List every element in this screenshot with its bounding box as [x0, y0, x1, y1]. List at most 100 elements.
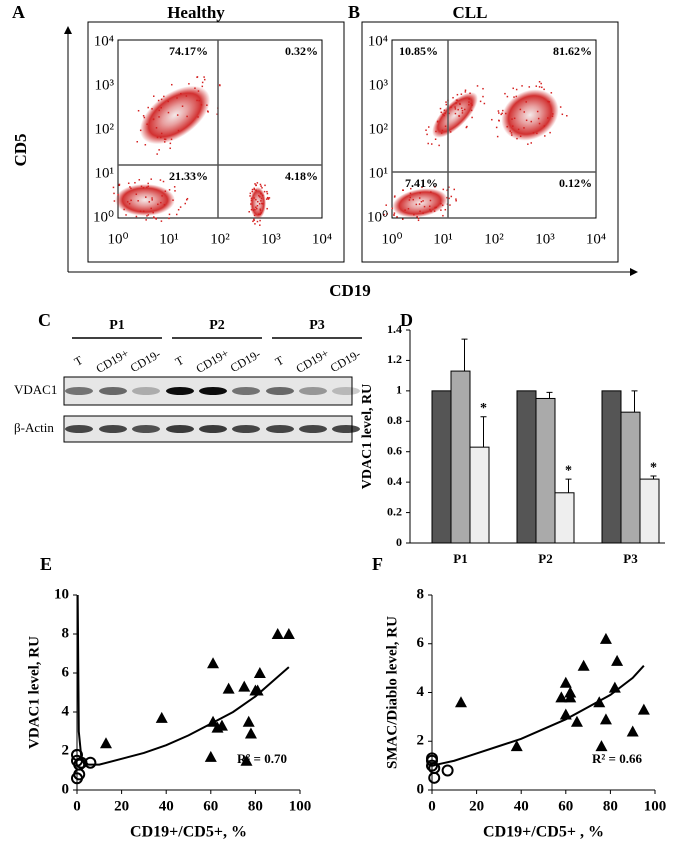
bar — [516, 390, 537, 544]
y-tick-label: 0 — [62, 781, 70, 797]
cell-dot — [260, 212, 262, 214]
cell-dot — [495, 126, 498, 129]
cell-cloud — [501, 89, 559, 141]
cell-dot — [559, 106, 562, 108]
blot-band — [166, 425, 194, 433]
cell-dot — [262, 194, 264, 197]
flow-x-tick-label: 10⁴ — [586, 231, 606, 247]
triangle-point — [99, 737, 112, 749]
cell-dot — [170, 138, 173, 141]
cell-dot — [158, 116, 160, 118]
cell-dot — [413, 213, 415, 216]
blot-band — [132, 387, 160, 395]
cell-dot — [445, 101, 447, 103]
y-tick-label: 1 — [396, 383, 402, 397]
flow-title: Healthy — [167, 3, 225, 22]
cell-dot — [255, 184, 257, 187]
cell-dot — [155, 127, 158, 129]
triangle-point — [222, 682, 235, 694]
cell-dot — [448, 197, 450, 200]
triangle-point — [555, 691, 568, 703]
cell-dot — [513, 96, 515, 98]
panel-label: F — [372, 554, 383, 574]
cell-dot — [515, 95, 518, 98]
r-squared: R² = 0.66 — [592, 751, 642, 766]
cell-dot — [137, 200, 139, 202]
panel-label: D — [400, 310, 413, 330]
quadrant-percent: 74.17% — [169, 44, 208, 58]
flow-y-tick-label: 10² — [95, 121, 115, 137]
cell-dot — [250, 199, 253, 202]
cell-dot — [161, 195, 163, 197]
cell-dot — [429, 208, 431, 211]
flow-x-tick-label: 10¹ — [433, 231, 453, 247]
blot-row-label: VDAC1 — [14, 382, 57, 397]
cell-dot — [439, 107, 442, 110]
triangle-point — [204, 750, 217, 762]
cell-dot — [455, 102, 457, 104]
cell-dot — [460, 107, 463, 109]
y-tick-label: 0.8 — [387, 413, 402, 427]
cell-dot — [425, 129, 427, 131]
error-bar — [565, 478, 572, 493]
cell-dot — [258, 203, 261, 205]
flow-x-tick-label: 10⁰ — [381, 231, 402, 247]
flow-y-label: CD5 — [11, 133, 30, 166]
cell-dot — [394, 195, 396, 197]
cell-dot — [129, 186, 131, 188]
x-tick-label: 60 — [203, 798, 218, 814]
blot-group: P3 — [309, 318, 325, 333]
cell-dot — [452, 96, 454, 99]
cell-dot — [541, 86, 543, 89]
lane-label: CD19- — [328, 347, 363, 375]
cell-dot — [479, 100, 482, 103]
cell-dot — [396, 216, 398, 218]
cell-dot — [435, 206, 438, 209]
cell-dot — [259, 219, 261, 222]
cell-dot — [146, 215, 148, 217]
cell-dot — [483, 102, 486, 105]
cell-dot — [543, 88, 545, 91]
cell-dot — [420, 200, 423, 203]
cell-dot — [460, 93, 463, 95]
cell-dot — [418, 197, 421, 199]
cell-dot — [547, 100, 549, 103]
cell-dot — [252, 220, 254, 223]
cell-dot — [449, 204, 451, 206]
cell-dot — [125, 214, 127, 216]
triangle-point — [454, 696, 467, 708]
cell-dot — [255, 198, 257, 201]
cell-dot — [456, 99, 459, 101]
y-tick-label: 0.2 — [387, 504, 402, 518]
x-tick-label: 60 — [558, 798, 573, 814]
cell-dot — [440, 132, 443, 134]
cell-dot — [521, 85, 523, 87]
cell-dot — [260, 200, 262, 202]
y-axis-title: SMAC/Diablo level, RU — [384, 616, 400, 769]
cell-dot — [146, 123, 148, 126]
cell-dot — [135, 193, 138, 195]
cell-dot — [156, 153, 158, 155]
cell-dot — [422, 200, 424, 202]
cell-dot — [538, 86, 541, 88]
cell-dot — [167, 111, 170, 114]
cell-dot — [450, 195, 453, 198]
cell-dot — [527, 143, 529, 145]
cell-dot — [160, 132, 163, 135]
x-tick-label: 40 — [159, 798, 174, 814]
cell-dot — [446, 189, 448, 192]
blot-band — [232, 425, 260, 433]
cell-dot — [255, 189, 257, 192]
quadrant-percent: 21.33% — [169, 169, 208, 183]
cell-dot — [383, 213, 385, 216]
cell-dot — [255, 206, 257, 209]
quadrant-percent: 0.32% — [285, 44, 318, 58]
cell-dot — [535, 85, 538, 87]
cell-dot — [151, 197, 153, 199]
y-axis-title: VDAC1 level, RU — [26, 636, 42, 749]
cell-dot — [158, 149, 160, 151]
bar — [431, 390, 452, 544]
triangle-point — [242, 715, 255, 727]
cell-dot — [448, 186, 450, 188]
cell-dot — [536, 110, 539, 113]
